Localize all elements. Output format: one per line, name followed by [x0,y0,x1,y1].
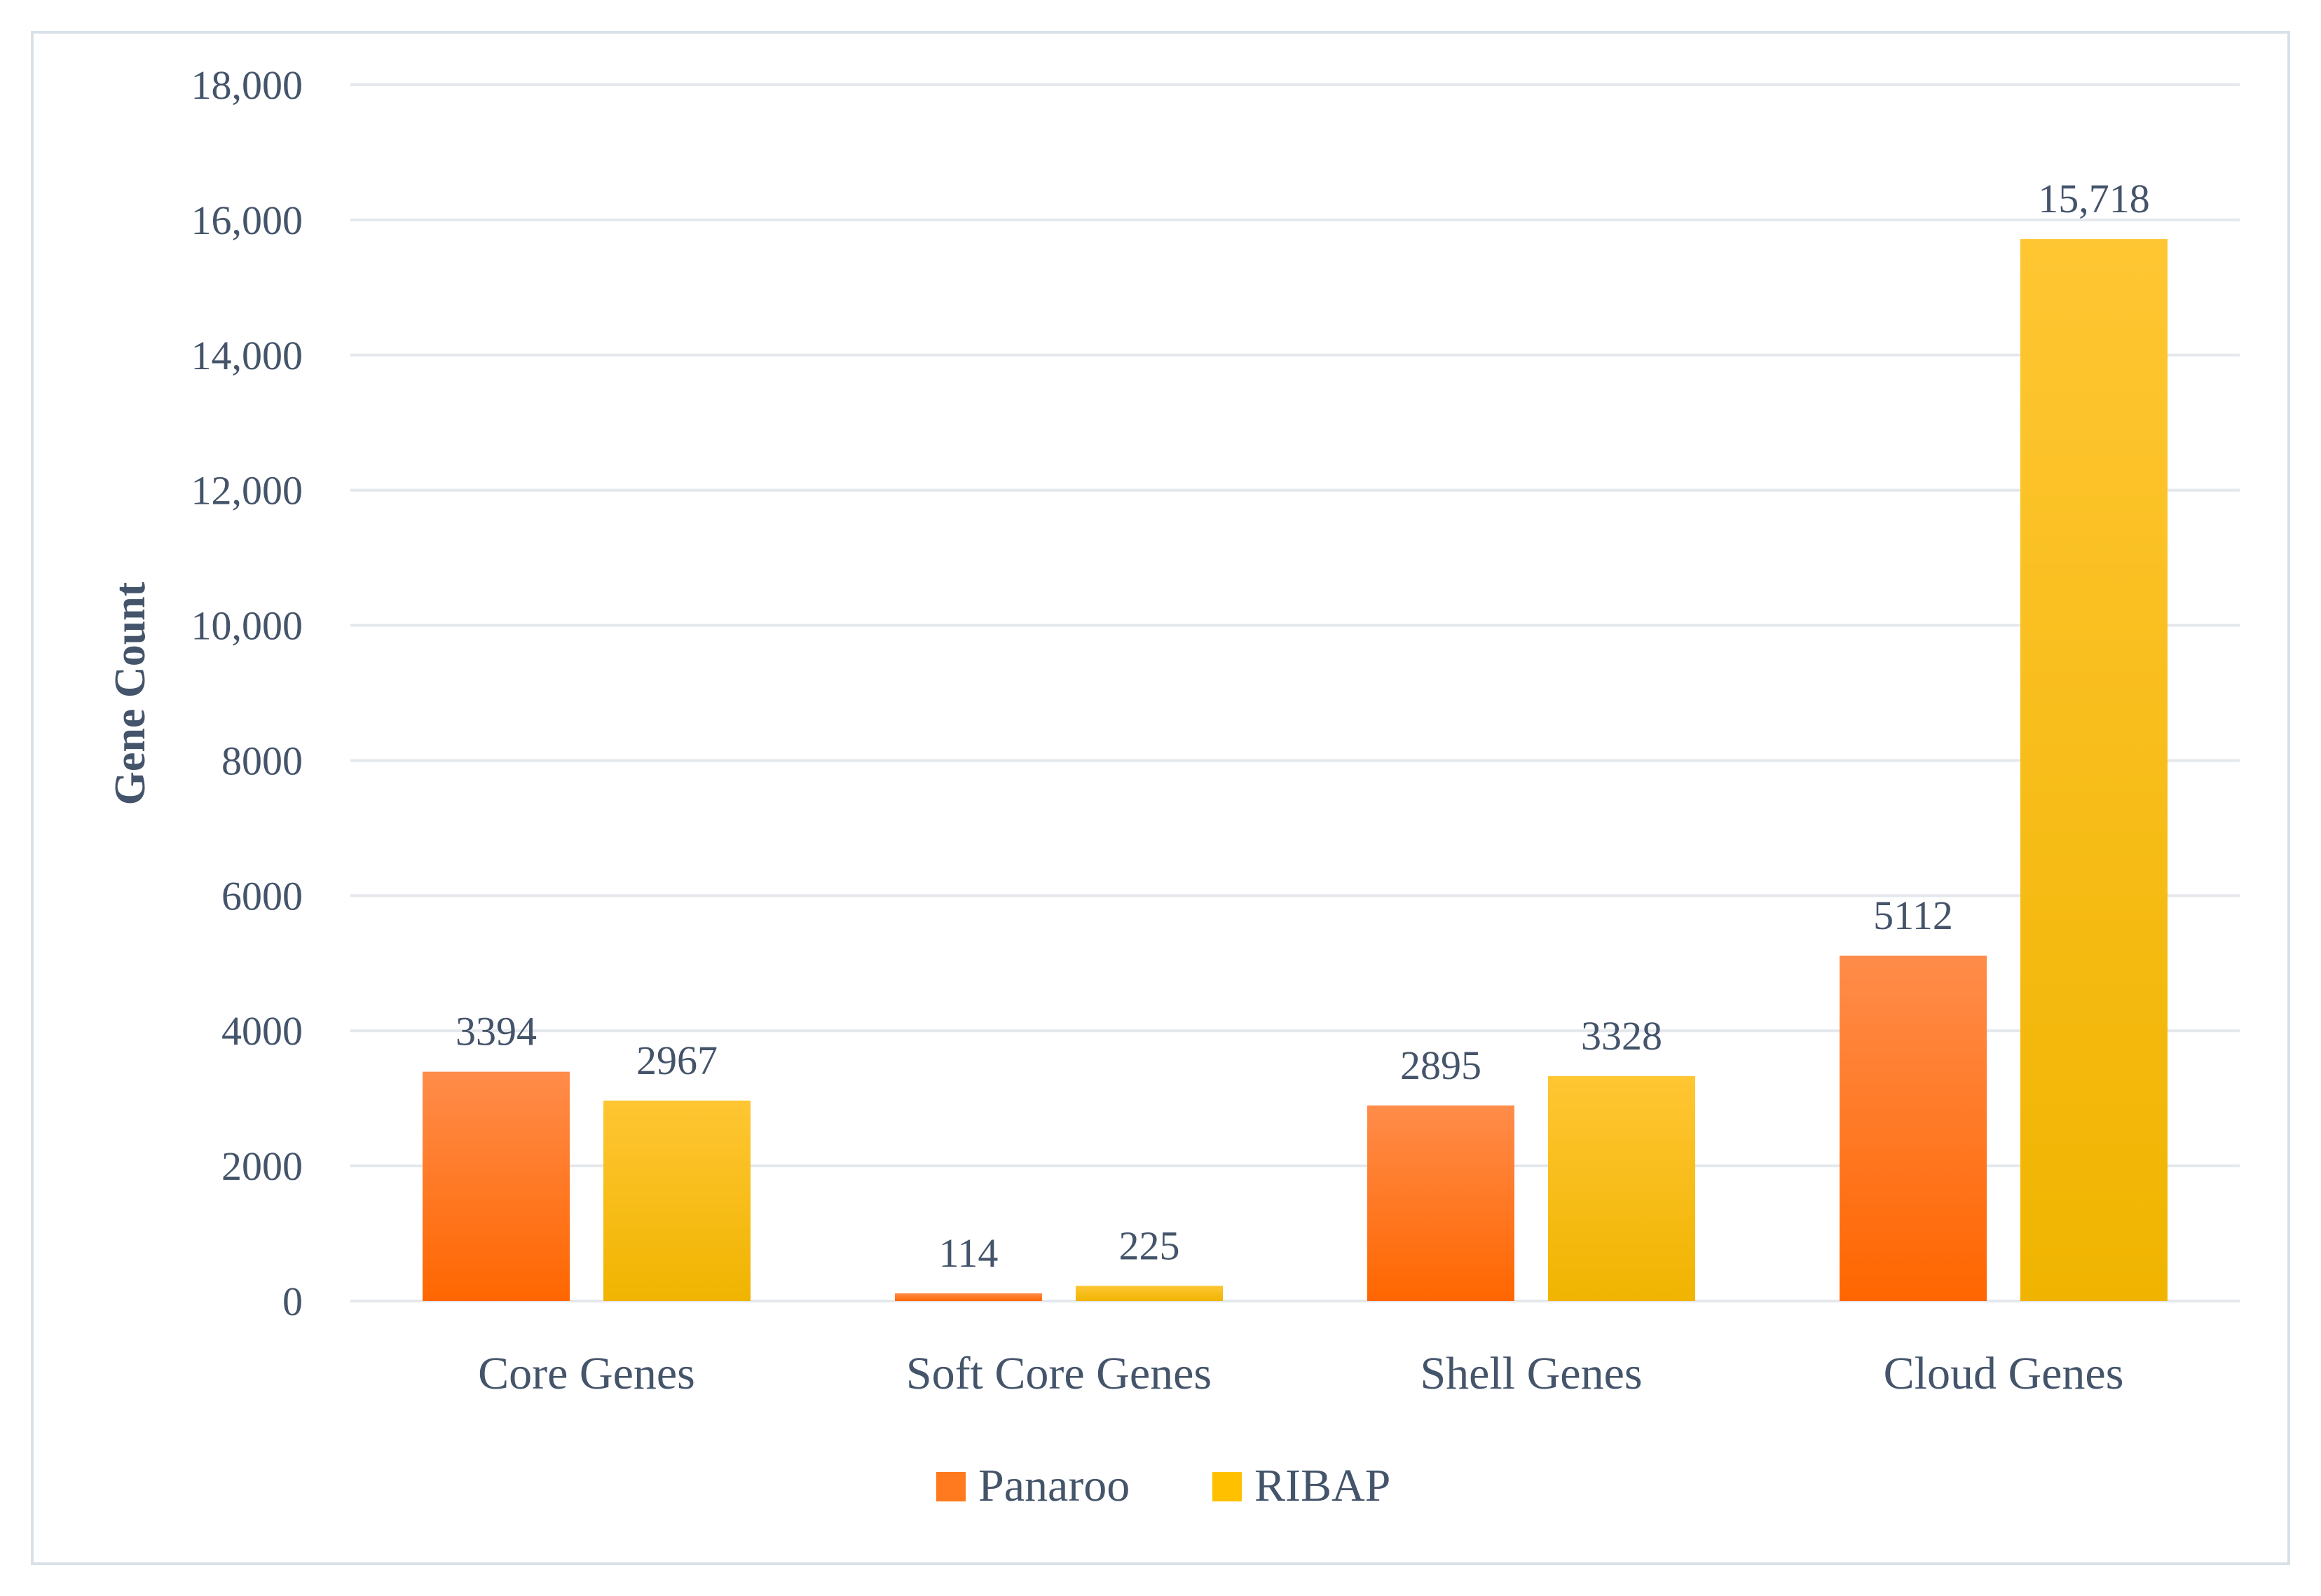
y-tick-label: 2000 [221,1143,303,1189]
y-tick-label: 10,000 [191,603,303,649]
x-category-label: Cloud Genes [1884,1348,2124,1399]
bar-ribap-0 [603,1100,751,1301]
data-label: 2967 [636,1038,718,1083]
data-label: 225 [1119,1223,1180,1268]
legend: Panaroo RIBAP [936,1460,1390,1511]
y-tick-label: 14,000 [191,333,303,378]
data-label: 2895 [1400,1043,1481,1088]
bar-panaroo-2 [1367,1105,1514,1301]
bars [423,239,2168,1302]
y-tick-label: 6000 [221,873,303,919]
y-axis-ticks: 0 2000 4000 6000 8000 10,000 12,000 14,000 16,00… [191,62,303,1324]
data-label: 5112 [1873,893,1953,938]
y-tick-label: 12,000 [191,468,303,514]
x-axis-categories: Core Genes Soft Core Genes Shell Genes Clou… [478,1348,2123,1399]
y-tick-label: 16,000 [191,198,303,243]
legend-swatch-ribap [1212,1472,1242,1501]
y-tick-label: 8000 [221,738,303,783]
x-category-label: Core Genes [478,1348,695,1399]
y-axis-title: Gene Count [107,582,154,805]
data-label: 114 [939,1230,999,1276]
data-label: 15,718 [2038,176,2150,221]
data-labels: 3394 2967 114 225 2895 3328 5112 15,718 [456,176,2150,1276]
x-category-label: Shell Genes [1420,1348,1642,1399]
bar-panaroo-3 [1840,955,1987,1301]
bar-ribap-3 [2020,239,2168,1302]
bar-panaroo-0 [423,1071,570,1301]
legend-swatch-panaroo [936,1472,966,1501]
y-tick-label: 0 [282,1279,303,1324]
x-category-label: Soft Core Genes [906,1348,1212,1399]
data-label: 3328 [1581,1013,1662,1059]
legend-label: RIBAP [1254,1460,1390,1511]
legend-label: Panaroo [978,1460,1130,1511]
y-tick-label: 18,000 [191,62,303,108]
y-tick-label: 4000 [221,1008,303,1054]
bar-ribap-2 [1548,1076,1695,1301]
chart-frame [31,31,2290,1565]
bar-panaroo-1 [895,1293,1042,1301]
bar-ribap-1 [1076,1286,1223,1301]
data-label: 3394 [456,1009,537,1054]
